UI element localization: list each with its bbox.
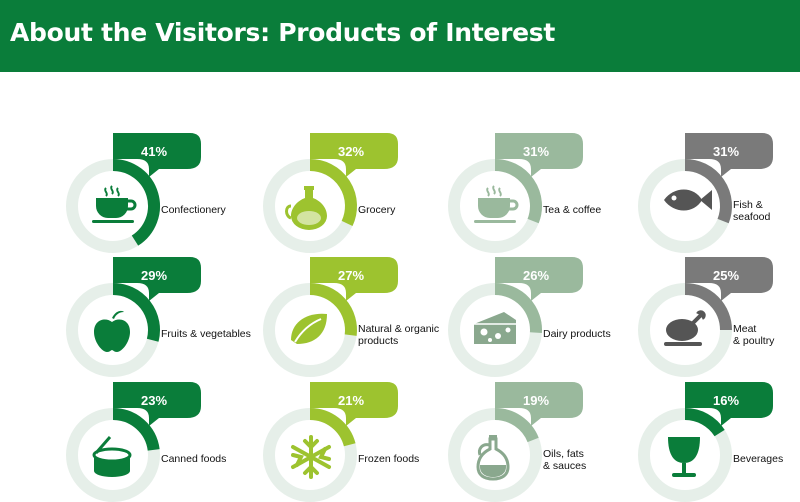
category-graphic (66, 133, 201, 253)
category-cell: 31% Fish & seafood (637, 133, 800, 253)
percent-label: 41% (141, 144, 168, 159)
value-arc (309, 159, 357, 227)
value-arc (494, 408, 539, 443)
category-graphic (66, 257, 201, 377)
percent-label: 23% (141, 393, 168, 408)
category-label: Fish & seafood (733, 199, 771, 223)
category-graphic (66, 382, 201, 502)
percent-tab (310, 382, 398, 426)
category-graphic (448, 382, 583, 502)
open-can-icon (92, 436, 132, 477)
category-cell: 16% Beverages (637, 382, 800, 502)
category-label: Fruits & vegetables (161, 328, 251, 340)
category-label: Canned foods (161, 453, 227, 465)
percent-label: 21% (338, 393, 365, 408)
oil-bottle-icon (476, 435, 510, 481)
category-graphic (638, 133, 773, 253)
steaming-cup-icon (92, 185, 137, 223)
percent-tab (495, 257, 583, 301)
percent-tab (685, 133, 773, 177)
value-arc (684, 283, 732, 331)
category-graphic (448, 257, 583, 377)
coffee-cup-icon (474, 185, 519, 223)
percent-tab (310, 257, 398, 301)
category-label: Confectionery (161, 204, 226, 216)
category-label: Beverages (733, 453, 784, 465)
category-cell: 32% Grocery (262, 133, 452, 253)
category-cell: 29% Fruits & vegetables (65, 257, 255, 377)
value-arc (494, 159, 542, 224)
percent-label: 32% (338, 144, 365, 159)
category-cell: 19% Oils, fats & sauces (447, 382, 637, 502)
apple-icon (94, 310, 130, 352)
category-cell: 21% Frozen foods (262, 382, 452, 502)
percent-label: 26% (523, 268, 550, 283)
category-cell: 26% Dairy products (447, 257, 637, 377)
category-graphic (263, 257, 398, 377)
value-arc (112, 159, 160, 246)
percent-label: 27% (338, 268, 365, 283)
category-cell: 31% Tea & coffee (447, 133, 637, 253)
value-arc (309, 408, 356, 447)
category-label: Tea & coffee (543, 204, 602, 216)
category-cell: 41% Confectionery (65, 133, 255, 253)
value-arc (684, 408, 725, 437)
fish-icon (664, 189, 712, 211)
percent-tab (113, 382, 201, 426)
category-label: Meat & poultry (733, 323, 775, 347)
cheese-icon (474, 312, 516, 344)
category-label: Natural & organic products (358, 323, 440, 347)
percent-label: 31% (523, 144, 550, 159)
leaf-icon (291, 313, 327, 344)
percent-tab (113, 133, 201, 177)
glass-icon (668, 437, 700, 477)
category-graphic (263, 133, 398, 253)
category-label: Grocery (358, 204, 396, 216)
percent-tab (495, 133, 583, 177)
percent-tab (113, 257, 201, 301)
percent-label: 16% (713, 393, 740, 408)
category-label: Oils, fats & sauces (543, 448, 587, 472)
percent-tab (495, 382, 583, 426)
value-arc (112, 283, 160, 342)
percent-tab (310, 133, 398, 177)
roast-chicken-icon (664, 310, 706, 346)
category-label: Frozen foods (358, 453, 420, 465)
percent-label: 25% (713, 268, 740, 283)
percent-label: 19% (523, 393, 550, 408)
header-bar: About the Visitors: Products of Interest (0, 0, 800, 72)
value-arc (112, 408, 160, 451)
bottle-icon (285, 186, 327, 230)
percent-label: 31% (713, 144, 740, 159)
category-graphic (638, 257, 773, 377)
category-cell: 23% Canned foods (65, 382, 255, 502)
category-label: Dairy products (543, 328, 611, 340)
category-cell: 27% Natural & organic products (262, 257, 452, 377)
percent-tab (685, 257, 773, 301)
value-arc (494, 283, 542, 333)
category-graphic (263, 382, 398, 502)
category-graphic (448, 133, 583, 253)
value-arc (309, 283, 357, 336)
page-title: About the Visitors: Products of Interest (10, 18, 555, 47)
percent-tab (685, 382, 773, 426)
percent-label: 29% (141, 268, 168, 283)
category-cell: 25% Meat & poultry (637, 257, 800, 377)
snowflake-icon (291, 435, 331, 479)
value-arc (684, 159, 732, 224)
category-graphic (638, 382, 773, 502)
